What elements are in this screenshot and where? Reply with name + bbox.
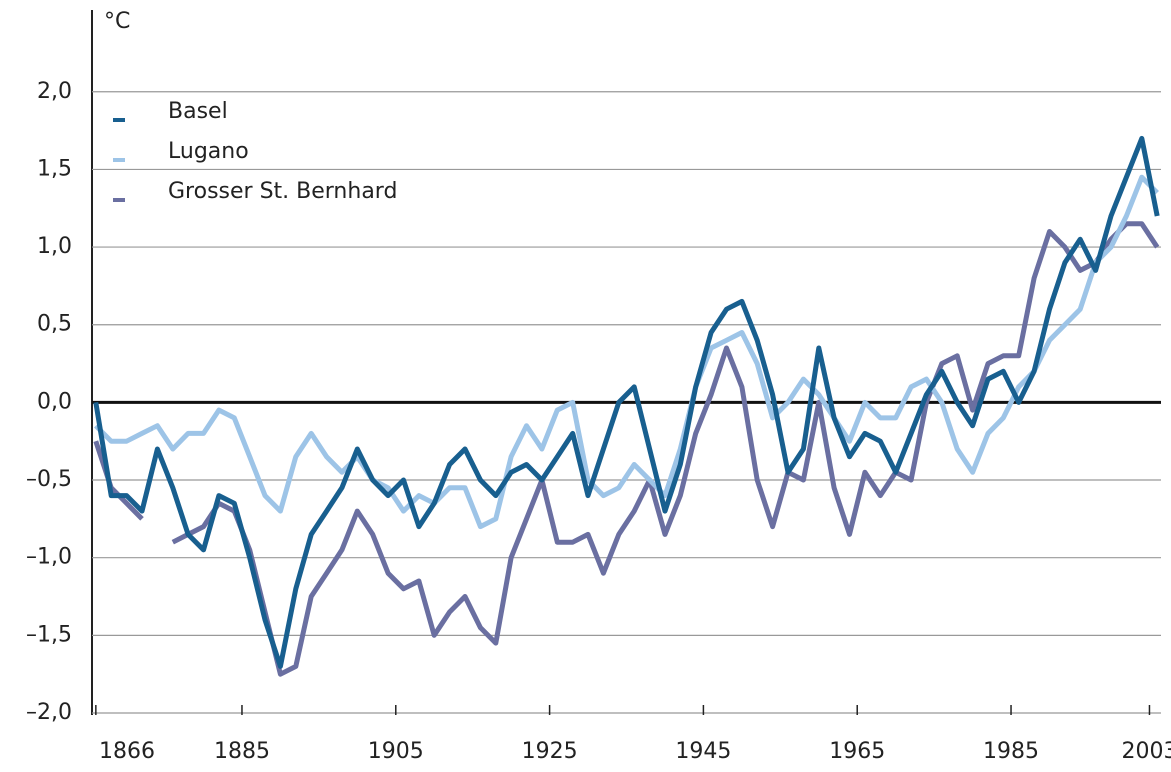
x-tick-label: 1965: [829, 739, 885, 764]
x-tick-label: 1945: [675, 739, 731, 764]
series-line: [93, 221, 1160, 677]
y-tick-label: –1,5: [26, 622, 72, 647]
y-tick-label: 0,5: [37, 312, 72, 337]
y-tick-label: –2,0: [26, 700, 72, 725]
y-tick-label: 0,0: [37, 389, 72, 414]
x-tick-label: 1885: [214, 739, 270, 764]
y-tick-label: 2,0: [37, 79, 72, 104]
y-tick-label: –1,0: [26, 545, 72, 570]
legend-label: Basel: [168, 99, 228, 124]
x-tick-label: 1985: [983, 739, 1039, 764]
legend-label: Lugano: [168, 139, 249, 164]
y-tick-label: 1,5: [37, 156, 72, 181]
series-line: [94, 174, 1159, 530]
x-tick-label: 1925: [522, 739, 578, 764]
y-unit: °C: [104, 9, 130, 34]
x-tick-label: 1866: [99, 739, 155, 764]
y-tick-label: –0,5: [26, 467, 72, 492]
series-line: [93, 135, 1160, 669]
legend-label: Grosser St. Bernhard: [168, 179, 397, 204]
x-tick-label: 1905: [368, 739, 424, 764]
y-tick-label: 1,0: [37, 234, 72, 259]
x-tick-label: 2003: [1121, 739, 1171, 764]
